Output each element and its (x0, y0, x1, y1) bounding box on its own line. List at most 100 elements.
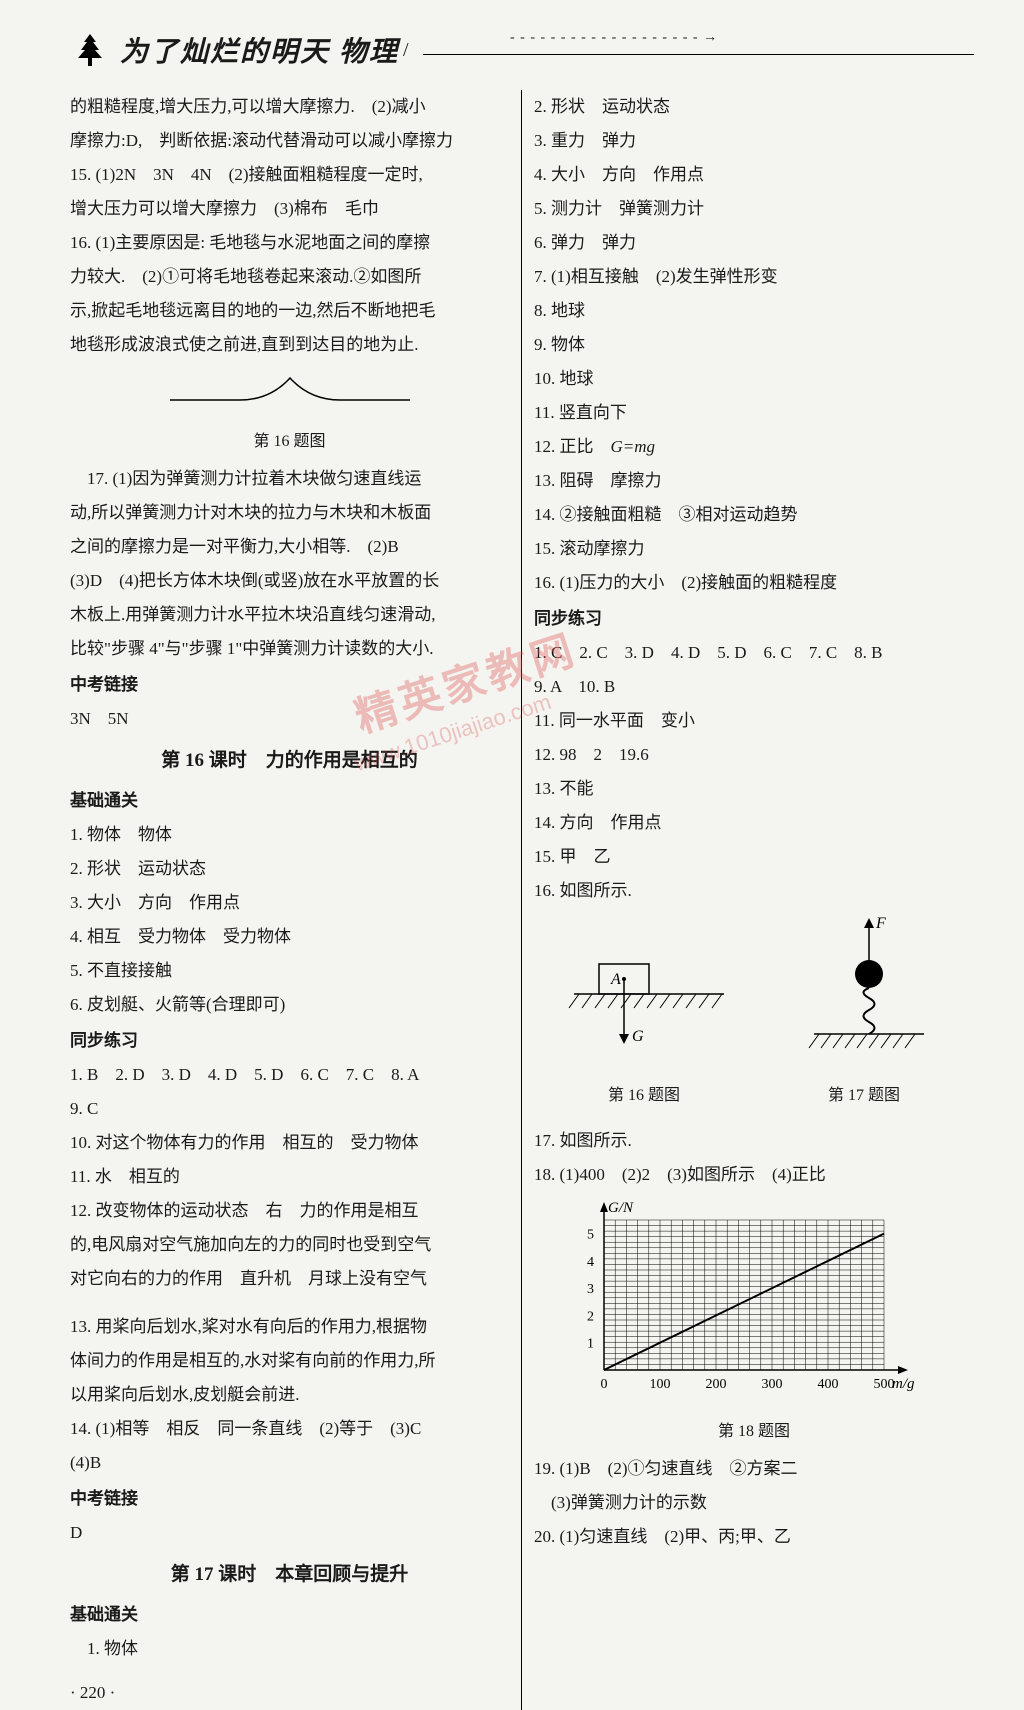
text-line: 3. 重力 弹力 (534, 124, 974, 158)
section-heading: 中考链接 (70, 668, 509, 702)
svg-text:G/N: G/N (608, 1200, 634, 1216)
svg-text:200: 200 (706, 1377, 727, 1392)
lesson-title: 第 16 课时 力的作用是相互的 (70, 742, 509, 780)
text-line: 9. C (70, 1092, 509, 1126)
svg-text:3: 3 (587, 1282, 594, 1297)
svg-text:m/g: m/g (892, 1376, 915, 1392)
text-line: 比较"步骤 4"与"步骤 1"中弹簧测力计读数的大小. (70, 632, 509, 666)
text-line: 1. 物体 (70, 1632, 509, 1666)
svg-text:100: 100 (650, 1377, 671, 1392)
text-line: 力较大. (2)①可将毛地毯卷起来滚动.②如图所 (70, 260, 509, 294)
svg-text:2: 2 (587, 1309, 594, 1324)
header-rule (423, 54, 974, 55)
section-heading: 基础通关 (70, 1598, 509, 1632)
text-line: 18. (1)400 (2)2 (3)如图所示 (4)正比 (534, 1158, 974, 1192)
text-line: 2. 形状 运动状态 (534, 90, 974, 124)
text-line: 对它向右的力的作用 直升机 月球上没有空气 (70, 1262, 509, 1296)
text-line: 10. 对这个物体有力的作用 相互的 受力物体 (70, 1126, 509, 1160)
caption-row: 第 16 题图 第 17 题图 (534, 1076, 974, 1116)
text-line: 动,所以弹簧测力计对木块的拉力与木块和木板面 (70, 496, 509, 530)
page-number: · 220 · (70, 1676, 509, 1710)
figure-caption: 第 16 题图 (70, 426, 509, 458)
text-line: 20. (1)匀速直线 (2)甲、丙;甲、乙 (534, 1520, 974, 1554)
diagram-row: A G (534, 916, 974, 1068)
text-line: 11. 同一水平面 变小 (534, 704, 974, 738)
section-heading: 同步练习 (70, 1024, 509, 1058)
text-line: 12. 98 2 19.6 (534, 738, 974, 772)
formula: G=mg (611, 437, 656, 456)
svg-text:4: 4 (587, 1255, 594, 1270)
svg-text:1: 1 (587, 1337, 594, 1352)
text-line: 9. A 10. B (534, 670, 974, 704)
text-line: 4. 相互 受力物体 受力物体 (70, 920, 509, 954)
text-line: 2. 形状 运动状态 (70, 852, 509, 886)
text-line: 16. (1)主要原因是: 毛地毯与水泥地面之间的摩擦 (70, 226, 509, 260)
chart-18: 010020030040050012345G/Nm/g (554, 1200, 974, 1412)
section-heading: 中考链接 (70, 1482, 509, 1516)
text-line: 3N 5N (70, 702, 509, 736)
label-F: F (875, 916, 886, 932)
text-line: 16. 如图所示. (534, 874, 974, 908)
text-line: 地毯形成波浪式使之前进,直到到达目的地为止. (70, 328, 509, 362)
figure-caption: 第 16 题图 (608, 1080, 680, 1112)
text-line: 的,电风扇对空气施加向左的力的同时也受到空气 (70, 1228, 509, 1262)
label-G: G (632, 1028, 644, 1045)
svg-text:5: 5 (587, 1228, 594, 1243)
page-title: 为了灿烂的明天 物理 (120, 30, 399, 70)
text-line: 12. 改变物体的运动状态 右 力的作用是相互 (70, 1194, 509, 1228)
content-columns: 的粗糙程度,增大压力,可以增大摩擦力. (2)减小 摩擦力:D, 判断依据:滚动… (70, 90, 974, 1710)
text-line: 14. 方向 作用点 (534, 806, 974, 840)
right-column: 2. 形状 运动状态 3. 重力 弹力 4. 大小 方向 作用点 5. 测力计 … (522, 90, 974, 1710)
text-line: 9. 物体 (534, 328, 974, 362)
text-line: 15. (1)2N 3N 4N (2)接触面粗糙程度一定时, (70, 158, 509, 192)
text-line: 示,掀起毛地毯远离目的地的一边,然后不断地把毛 (70, 294, 509, 328)
page-header: 为了灿烂的明天 物理 / - - - - - - - - - - - - - -… (70, 30, 974, 70)
lesson-title: 第 17 课时 本章回顾与提升 (70, 1556, 509, 1594)
text-line: 以用桨向后划水,皮划艇会前进. (70, 1378, 509, 1412)
svg-text:400: 400 (818, 1377, 839, 1392)
text-line: 12. 正比 G=mg (534, 430, 974, 464)
section-heading: 同步练习 (534, 602, 974, 636)
text-line: 14. (1)相等 相反 同一条直线 (2)等于 (3)C (70, 1412, 509, 1446)
text-line: 5. 不直接接触 (70, 954, 509, 988)
text-line: 15. 滚动摩擦力 (534, 532, 974, 566)
text-line: 17. (1)因为弹簧测力计拉着木块做匀速直线运 (70, 462, 509, 496)
text-line: 1. C 2. C 3. D 4. D 5. D 6. C 7. C 8. B (534, 636, 974, 670)
text-line: 增大压力可以增大摩擦力 (3)棉布 毛巾 (70, 192, 509, 226)
text-line: 体间力的作用是相互的,水对桨有向前的作用力,所 (70, 1344, 509, 1378)
text-line: 3. 大小 方向 作用点 (70, 886, 509, 920)
text-line: 7. (1)相互接触 (2)发生弹性形变 (534, 260, 974, 294)
text-line: 摩擦力:D, 判断依据:滚动代替滑动可以减小摩擦力 (70, 124, 509, 158)
section-heading: 基础通关 (70, 784, 509, 818)
text-line: 之间的摩擦力是一对平衡力,大小相等. (2)B (70, 530, 509, 564)
text-line: 的粗糙程度,增大压力,可以增大摩擦力. (2)减小 (70, 90, 509, 124)
text-line: 1. 物体 物体 (70, 818, 509, 852)
fig17-diagram: F (794, 916, 944, 1068)
text-line: 15. 甲 乙 (534, 840, 974, 874)
text-line: 10. 地球 (534, 362, 974, 396)
text-line: 1. B 2. D 3. D 4. D 5. D 6. C 7. C 8. A (70, 1058, 509, 1092)
text-line: 8. 地球 (534, 294, 974, 328)
left-column: 的粗糙程度,增大压力,可以增大摩擦力. (2)减小 摩擦力:D, 判断依据:滚动… (70, 90, 522, 1710)
figure-caption: 第 17 题图 (828, 1080, 900, 1112)
text-line: 13. 用桨向后划水,桨对水有向后的作用力,根据物 (70, 1310, 509, 1344)
text-line: 13. 不能 (534, 772, 974, 806)
text-line: 14. ②接触面粗糙 ③相对运动趋势 (534, 498, 974, 532)
tree-icon (70, 30, 110, 70)
text-line: 13. 阻碍 摩擦力 (534, 464, 974, 498)
text-line: (3)弹簧测力计的示数 (534, 1486, 974, 1520)
text-line: 11. 竖直向下 (534, 396, 974, 430)
wave-diagram (70, 370, 509, 422)
text-line: (4)B (70, 1446, 509, 1480)
text-line: (3)D (4)把长方体木块倒(或竖)放在水平放置的长 (70, 564, 509, 598)
text-line: 17. 如图所示. (534, 1124, 974, 1158)
text-line: D (70, 1516, 509, 1550)
text-line: 木板上.用弹簧测力计水平拉木块沿直线匀速滑动, (70, 598, 509, 632)
text-prefix: 12. 正比 (534, 437, 611, 456)
header-dashes: - - - - - - - - - - - - - - - - - - - → (510, 30, 718, 46)
text-line: 16. (1)压力的大小 (2)接触面的粗糙程度 (534, 566, 974, 600)
text-line: 4. 大小 方向 作用点 (534, 158, 974, 192)
text-line: 19. (1)B (2)①匀速直线 ②方案二 (534, 1452, 974, 1486)
fig16-diagram: A G (564, 936, 734, 1068)
svg-text:0: 0 (601, 1377, 608, 1392)
